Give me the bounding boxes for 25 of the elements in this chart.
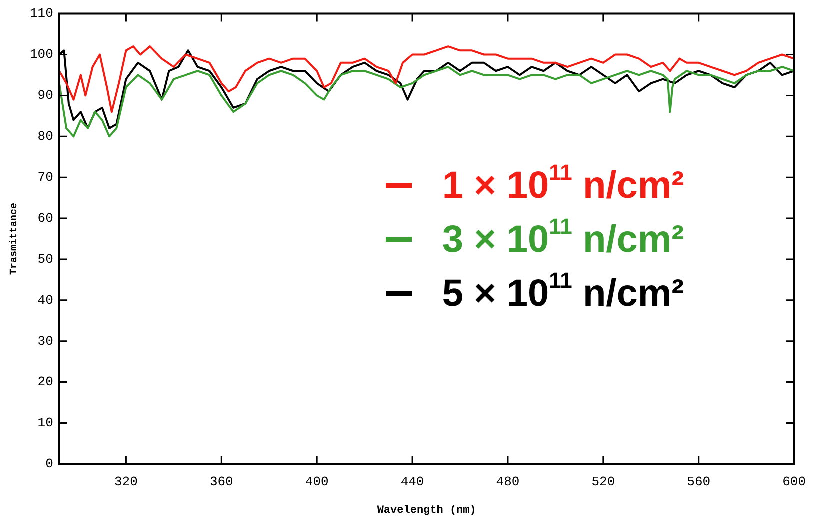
y-tick-label: 30 <box>38 334 54 349</box>
y-tick-label: 90 <box>38 88 54 104</box>
x-axis-title: Wavelength (nm) <box>377 505 476 518</box>
y-tick-label: 50 <box>38 252 54 267</box>
y-tick-label: 20 <box>38 374 54 390</box>
legend-label: 5 × 10$^{11}$ n/cm² <box>442 266 684 317</box>
y-tick-label: 70 <box>38 170 54 186</box>
x-tick-label: 560 <box>687 474 711 490</box>
x-tick-label: 600 <box>782 474 806 490</box>
y-tick-label: 80 <box>38 129 54 144</box>
y-tick-label: 10 <box>38 416 54 431</box>
x-tick-label: 480 <box>496 474 520 490</box>
y-axis-title: Trasmittance <box>8 202 21 276</box>
x-tick-label: 360 <box>210 474 234 490</box>
y-tick-label: 40 <box>38 292 54 308</box>
x-tick-label: 440 <box>400 474 424 490</box>
x-tick-label: 520 <box>592 474 616 490</box>
y-tick-label: 110 <box>30 6 54 22</box>
x-tick-label: 320 <box>114 474 138 490</box>
y-tick-label: 0 <box>46 456 54 472</box>
x-tick-label: 400 <box>305 474 329 490</box>
legend-label: 3 × 10$^{11}$ n/cm² <box>442 212 684 263</box>
y-tick-label: 60 <box>38 210 54 226</box>
y-tick-label: 100 <box>30 47 54 62</box>
legend-label: 1 × 10$^{11}$ n/cm² <box>442 158 684 209</box>
